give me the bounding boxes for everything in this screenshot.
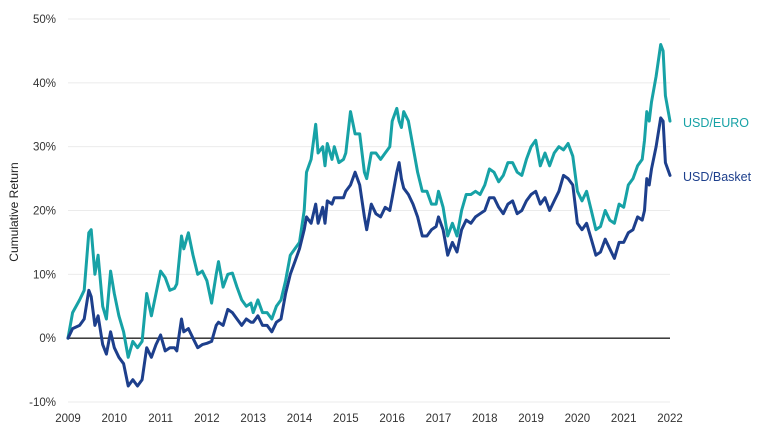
- x-tick-label: 2014: [287, 413, 313, 425]
- x-tick-label: 2018: [472, 413, 498, 425]
- x-tick-label: 2016: [379, 413, 405, 425]
- y-tick-label: 10%: [33, 269, 56, 281]
- series-label-usd-basket: USD/Basket: [683, 170, 752, 184]
- series-line-usd-euro: [66, 43, 672, 359]
- x-tick-label: 2015: [333, 413, 359, 425]
- x-tick-label: 2021: [611, 413, 637, 425]
- y-tick-label: 20%: [33, 206, 56, 218]
- x-tick-label: 2011: [148, 413, 173, 425]
- x-tick-label: 2010: [102, 413, 128, 425]
- y-tick-label: -10%: [29, 397, 56, 409]
- series-lines: [66, 43, 672, 388]
- y-tick-label: 0%: [39, 333, 56, 345]
- y-tick-label: 40%: [33, 78, 56, 90]
- y-tick-label: 30%: [33, 142, 56, 154]
- gridlines: [68, 18, 670, 403]
- y-axis-label: Cumulative Return: [7, 162, 21, 261]
- x-tick-label: 2022: [657, 413, 683, 425]
- x-tick-label: 2017: [426, 413, 452, 425]
- series-label-usd-euro: USD/EURO: [683, 116, 749, 130]
- x-tick-label: 2013: [240, 413, 266, 425]
- x-tick-label: 2020: [565, 413, 591, 425]
- x-tick-label: 2019: [518, 413, 544, 425]
- x-tick-label: 2012: [194, 413, 220, 425]
- y-axis-ticks: 50% 40% 30% 20% 10% 0% -10%: [29, 14, 56, 409]
- series-labels: USD/EURO USD/Basket: [683, 116, 752, 184]
- series-line-usd-basket: [66, 116, 672, 388]
- x-tick-label: 2009: [55, 413, 81, 425]
- y-tick-label: 50%: [33, 14, 56, 26]
- x-axis-ticks: 2009 2010 2011 2012 2013 2014 2015 2016 2017 2018…: [55, 413, 683, 425]
